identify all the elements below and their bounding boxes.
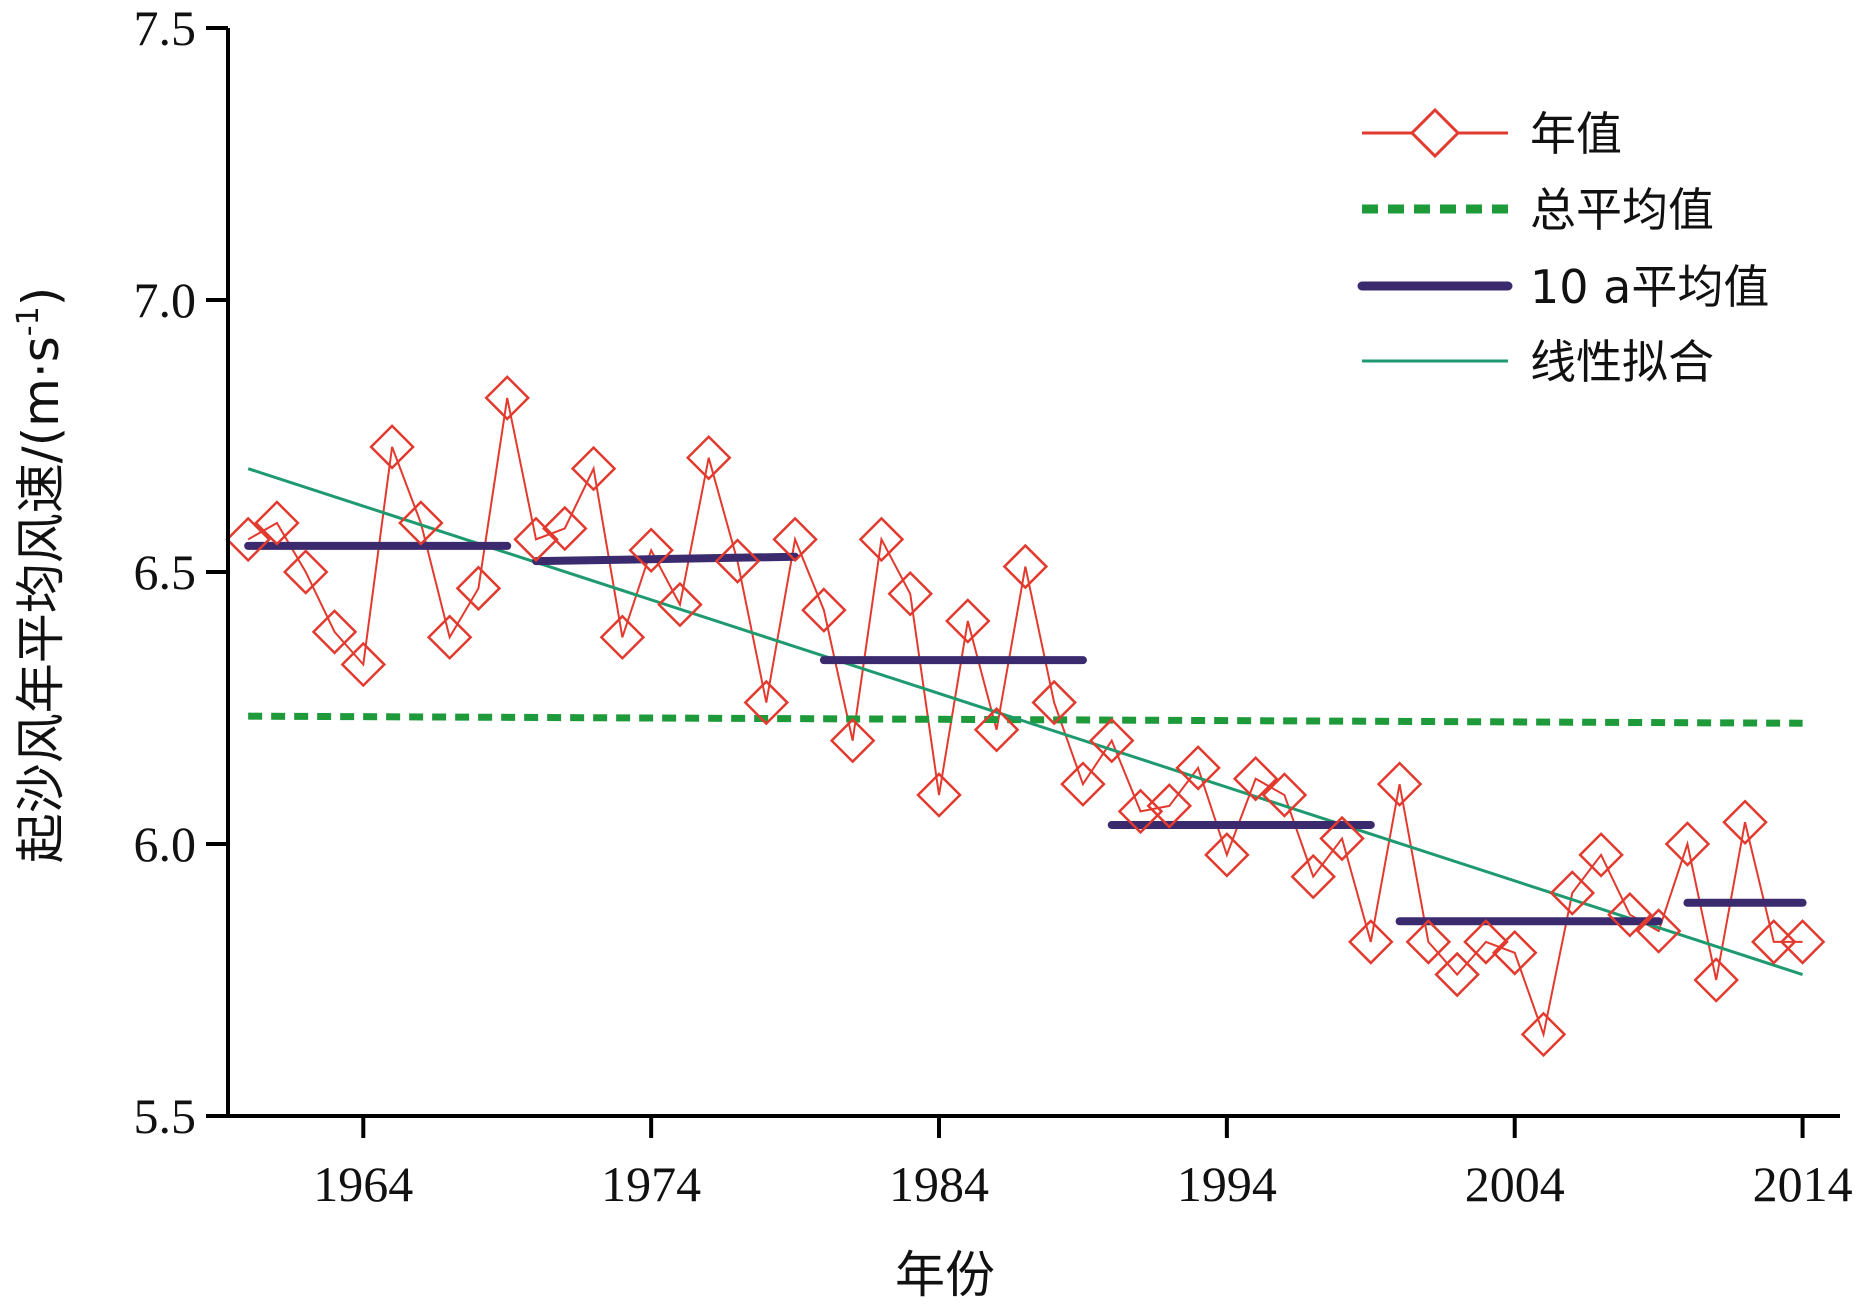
annual-point: [1002, 543, 1049, 590]
annual-point: [829, 717, 876, 764]
decadal-mean-layer: [244, 541, 1807, 926]
annual-point: [484, 375, 530, 421]
annual-point: [340, 641, 387, 688]
annual-point: [1031, 679, 1077, 726]
annual-series-line: [247, 397, 1803, 1039]
annual-values-line-layer: [247, 397, 1803, 1039]
x-tick-label: 1984: [889, 1156, 989, 1212]
annual-point: [455, 565, 502, 612]
annual-point: [772, 516, 818, 563]
y-axis-title-main: 起沙风年平均风速/(m·s: [12, 336, 70, 863]
overall-mean-layer: [248, 712, 1803, 727]
y-tick-label: 7.5: [134, 0, 197, 56]
legend-label-decadal-mean: 10 a平均值: [1530, 260, 1769, 314]
annual-point: [743, 679, 790, 726]
legend-label-overall-mean: 总平均值: [1530, 183, 1714, 237]
legend-item-annual: 年值: [1362, 107, 1622, 161]
y-tick-label: 6.0: [134, 816, 197, 872]
annual-point: [599, 614, 646, 661]
annual-point: [714, 538, 761, 584]
annual-point: [801, 587, 847, 633]
annual-point: [1463, 919, 1509, 965]
legend-swatch-annual-diamond: [1409, 107, 1461, 159]
x-tick-label: 1974: [601, 1156, 701, 1212]
annual-point: [685, 434, 732, 481]
x-axis-title: 年份: [895, 1246, 995, 1304]
annual-point: [513, 516, 559, 563]
linear-fit-layer: [247, 467, 1804, 976]
annual-point: [1664, 821, 1711, 867]
legend-item-overall-mean: 总平均值: [1362, 183, 1714, 237]
x-ticks: 1964 1974 1984 1994 2004 2014: [313, 1116, 1853, 1212]
legend-item-decadal-mean: 10 a平均值: [1357, 260, 1769, 314]
y-tick-label: 5.5: [134, 1088, 197, 1144]
y-tick-label: 7.0: [134, 272, 197, 328]
legend-label-annual: 年值: [1530, 107, 1622, 161]
annual-point: [1549, 870, 1596, 916]
annual-point: [1060, 761, 1106, 807]
annual-point: [887, 570, 933, 617]
annual-point: [1261, 772, 1308, 818]
annual-point: [1405, 919, 1452, 965]
annual-point: [1520, 1011, 1567, 1058]
x-tick-label: 2014: [1753, 1156, 1853, 1212]
linear-fit-line: [247, 467, 1804, 976]
decadal-mean-segment: [532, 552, 800, 566]
annual-point: [1635, 908, 1682, 954]
annual-point: [1290, 853, 1336, 900]
annual-point: [1693, 957, 1739, 1003]
annual-point: [398, 500, 444, 546]
y-tick-label: 6.5: [134, 544, 197, 600]
annual-point: [369, 424, 415, 470]
x-tick-label: 1964: [313, 1156, 413, 1212]
annual-point: [1607, 891, 1653, 938]
annual-point: [311, 609, 358, 655]
annual-point: [1232, 755, 1279, 802]
annual-point: [254, 500, 300, 546]
annual-point: [1578, 832, 1624, 878]
annual-point: [1779, 919, 1826, 965]
annual-point: [1376, 761, 1423, 807]
annual-point: [858, 516, 905, 563]
y-axis-title-superscript: -1: [11, 306, 46, 336]
annual-point: [1319, 815, 1365, 862]
x-tick-label: 1994: [1177, 1156, 1277, 1212]
annual-point: [916, 772, 962, 818]
annual-point: [1204, 832, 1250, 878]
annual-point: [973, 706, 1020, 753]
annual-point: [1348, 919, 1394, 965]
annual-point: [1088, 717, 1135, 764]
annual-point: [628, 527, 674, 574]
annual-point: [945, 598, 991, 644]
annual-point: [426, 614, 473, 661]
annual-point: [1117, 788, 1164, 835]
annual-point: [570, 445, 617, 492]
legend-label-linear-fit: 线性拟合: [1530, 335, 1714, 389]
annual-point: [1146, 783, 1193, 829]
legend: 年值 总平均值 10 a平均值 线性拟合: [1357, 107, 1769, 389]
annual-point: [1434, 951, 1480, 998]
annual-point: [1722, 799, 1768, 846]
legend-item-linear-fit: 线性拟合: [1362, 335, 1714, 389]
annual-point: [225, 516, 271, 563]
annual-point: [657, 581, 703, 628]
x-tick-label: 2004: [1465, 1156, 1565, 1212]
overall-mean-line: [248, 712, 1803, 727]
y-axis-title: 起沙风年平均风速/(m·s-1): [11, 287, 70, 863]
annual-point: [1491, 930, 1538, 976]
annual-point: [282, 549, 329, 595]
y-axis-title-close: ): [12, 287, 70, 307]
annual-markers-layer: [225, 375, 1826, 1058]
y-ticks: 5.5 6.0 6.5 7.0 7.5: [134, 0, 228, 1144]
annual-point: [542, 505, 588, 552]
annual-point: [1175, 745, 1221, 791]
